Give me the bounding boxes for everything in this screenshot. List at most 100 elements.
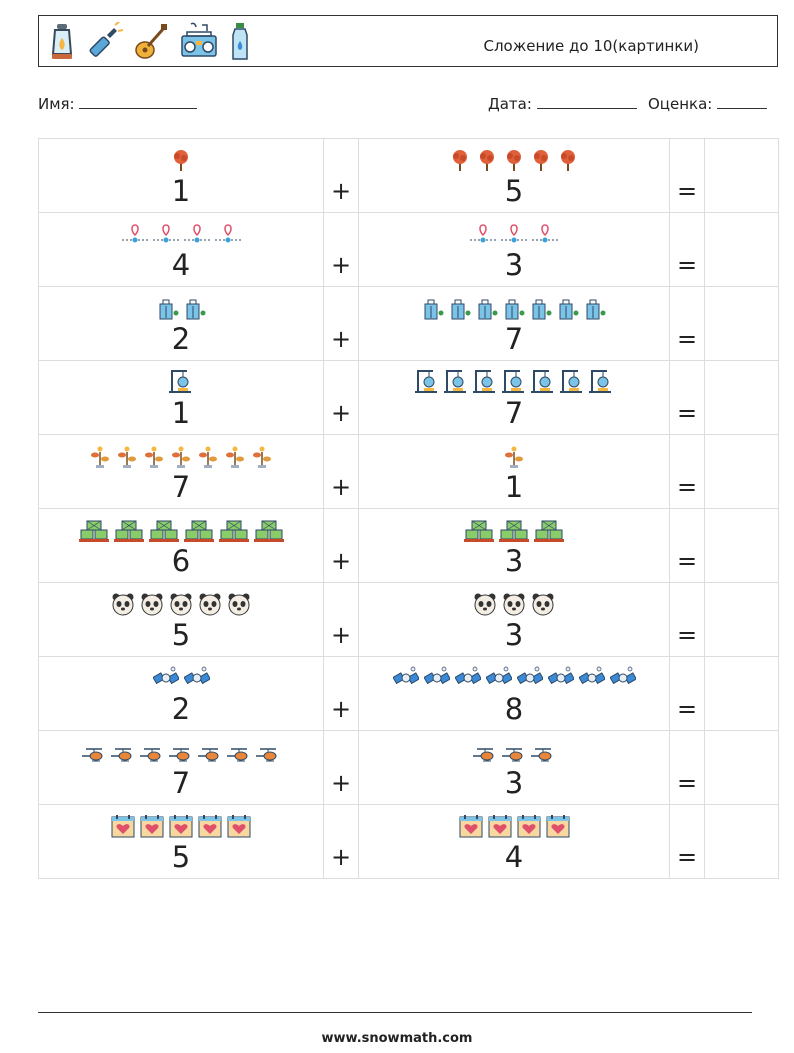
left-icon-group <box>39 520 323 546</box>
helicopter-icon <box>198 746 222 768</box>
right-icon-group <box>359 446 669 472</box>
left-icon-group <box>39 224 323 250</box>
name-field[interactable]: Имя: <box>38 94 198 113</box>
crates-stack-icon <box>464 516 494 546</box>
right-icon-group <box>359 150 669 176</box>
left-operand-cell: 1 <box>38 360 324 435</box>
answer-cell[interactable] <box>704 360 779 435</box>
right-operand-cell: 1 <box>358 434 670 509</box>
grade-field[interactable]: Оценка: <box>648 94 768 113</box>
plus-sign: + <box>330 547 352 575</box>
equals-sign: = <box>676 325 698 353</box>
left-icon-group <box>39 593 323 620</box>
equals-cell: = <box>669 804 705 879</box>
panda-icon <box>169 592 193 620</box>
right-operand-cell: 4 <box>358 804 670 879</box>
answer-cell[interactable] <box>704 138 779 213</box>
satellite-icon <box>422 666 451 694</box>
right-number: 1 <box>504 470 524 504</box>
shopping-bag-icon <box>557 296 579 324</box>
grade-blank[interactable] <box>717 94 768 109</box>
satellite-icon <box>484 666 513 694</box>
right-number: 8 <box>504 692 524 726</box>
equals-cell: = <box>669 286 705 361</box>
answer-cell[interactable] <box>704 582 779 657</box>
right-operand-cell: 7 <box>358 360 670 435</box>
sprout-icon <box>116 444 138 472</box>
right-operand-cell: 8 <box>358 656 670 731</box>
plus-cell: + <box>323 212 359 287</box>
problem-row: 2 +8 = <box>38 656 779 731</box>
shopping-bag-icon <box>584 296 606 324</box>
helicopter-icon <box>169 746 193 768</box>
date-field[interactable]: Дата: <box>488 94 637 113</box>
date-blank[interactable] <box>536 94 637 109</box>
plus-sign: + <box>330 177 352 205</box>
left-operand-cell: 6 <box>38 508 324 583</box>
sprout-icon <box>170 444 192 472</box>
gym-station-icon <box>169 368 193 398</box>
left-icon-group <box>39 299 323 324</box>
guitar-icon <box>135 24 167 59</box>
panda-icon <box>140 592 164 620</box>
answer-cell[interactable] <box>704 730 779 805</box>
right-number: 5 <box>504 174 524 208</box>
helicopter-icon <box>140 746 164 768</box>
problem-row: 5 +4 = <box>38 804 779 879</box>
equals-cell: = <box>669 730 705 805</box>
panda-icon <box>198 592 222 620</box>
satellite-icon <box>577 666 606 694</box>
panda-icon <box>531 592 555 620</box>
crates-stack-icon <box>78 516 109 546</box>
left-icon-group <box>39 815 323 842</box>
answer-cell[interactable] <box>704 508 779 583</box>
answer-cell[interactable] <box>704 212 779 287</box>
left-number: 7 <box>171 470 191 504</box>
heart-calendar-icon <box>459 814 483 842</box>
answer-cell[interactable] <box>704 656 779 731</box>
tree-icon <box>557 148 579 176</box>
left-operand-cell: 2 <box>38 656 324 731</box>
equals-cell: = <box>669 582 705 657</box>
answer-cell[interactable] <box>704 804 779 879</box>
panda-icon <box>227 592 251 620</box>
header-icons <box>47 22 251 62</box>
name-blank[interactable] <box>79 94 198 109</box>
tree-icon <box>449 148 471 176</box>
gym-station-icon <box>415 368 439 398</box>
helicopter-icon <box>111 746 135 768</box>
right-number: 4 <box>504 840 524 874</box>
crates-stack-icon <box>534 516 564 546</box>
helicopter-icon <box>531 746 555 768</box>
heart-calendar-icon <box>546 814 570 842</box>
satellite-icon <box>546 666 575 694</box>
helicopter-icon <box>227 746 251 768</box>
crates-stack-icon <box>183 516 214 546</box>
right-number: 3 <box>504 618 524 652</box>
answer-cell[interactable] <box>704 286 779 361</box>
gym-station-icon <box>560 368 584 398</box>
gym-station-icon <box>502 368 526 398</box>
map-pin-route-icon <box>183 222 210 250</box>
sprout-icon <box>197 444 219 472</box>
right-operand-cell: 3 <box>358 730 670 805</box>
shopping-bag-icon <box>157 296 179 324</box>
heart-calendar-icon <box>517 814 541 842</box>
crates-stack-icon <box>113 516 144 546</box>
heart-calendar-icon <box>488 814 512 842</box>
problem-row: 6 +3 = <box>38 508 779 583</box>
answer-cell[interactable] <box>704 434 779 509</box>
heart-calendar-icon <box>169 814 193 842</box>
left-number: 2 <box>171 692 191 726</box>
plus-cell: + <box>323 804 359 879</box>
plus-sign: + <box>330 473 352 501</box>
left-number: 6 <box>171 544 191 578</box>
shopping-bag-icon <box>530 296 552 324</box>
tree-icon <box>170 148 192 176</box>
problem-row: 1 +5 = <box>38 138 779 213</box>
grade-label: Оценка: <box>648 95 713 113</box>
left-operand-cell: 7 <box>38 730 324 805</box>
panda-icon <box>502 592 526 620</box>
right-icon-group <box>359 666 669 694</box>
helicopter-icon <box>82 746 106 768</box>
